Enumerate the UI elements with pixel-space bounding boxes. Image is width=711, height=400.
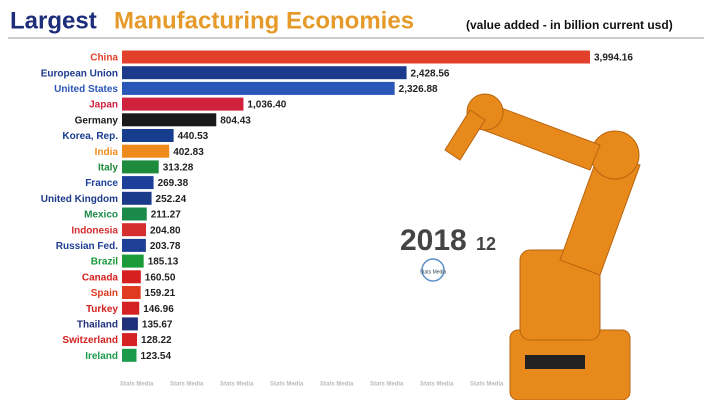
logo-text: Stats Media [420, 269, 447, 275]
category-label: Italy [98, 163, 118, 174]
value-label: 2,428.56 [411, 68, 450, 79]
category-label: United Kingdom [41, 194, 118, 205]
value-label: 185.13 [148, 257, 179, 268]
category-label: Brazil [91, 257, 118, 268]
value-label: 269.38 [158, 178, 189, 189]
category-label: Turkey [86, 304, 118, 315]
bar [122, 113, 217, 127]
bar [122, 348, 137, 362]
bar [122, 144, 170, 158]
bar [122, 254, 144, 268]
date-year: 2018 [400, 224, 467, 257]
watermark: Stats Media [370, 382, 404, 388]
value-label: 2,326.88 [399, 84, 438, 95]
value-label: 211.27 [151, 210, 181, 221]
bar [122, 97, 244, 111]
value-label: 440.53 [178, 131, 209, 142]
category-label: Mexico [84, 210, 118, 221]
logo [421, 258, 445, 282]
value-label: 1,036.40 [247, 100, 286, 111]
value-label: 3,994.16 [594, 53, 633, 64]
category-label: Japan [89, 100, 118, 111]
bar [122, 176, 154, 190]
category-label: Ireland [85, 351, 118, 362]
bar [122, 129, 174, 142]
category-label: Thailand [77, 320, 118, 331]
category-label: India [95, 147, 119, 158]
value-label: 402.83 [173, 147, 204, 158]
category-label: Spain [91, 288, 118, 299]
bar [122, 191, 152, 205]
watermark: Stats Media [420, 382, 454, 388]
bar [122, 270, 141, 284]
bar [122, 81, 395, 95]
bar [122, 301, 140, 315]
watermark: Stats Media [170, 382, 204, 388]
value-label: 203.78 [150, 241, 181, 252]
value-label: 804.43 [220, 115, 251, 126]
category-label: Russian Fed. [56, 241, 118, 252]
bar [122, 50, 590, 64]
bar [122, 160, 159, 174]
bar [122, 286, 141, 299]
category-label: United States [54, 84, 118, 95]
watermark: Stats Media [220, 382, 254, 388]
category-label: Indonesia [71, 225, 118, 236]
category-label: European Union [41, 68, 118, 79]
value-label: 135.67 [142, 320, 173, 331]
bar [122, 317, 138, 331]
watermark: Stats Media [270, 382, 304, 388]
watermark: Stats Media [120, 382, 154, 388]
category-label: Germany [75, 115, 119, 126]
robot [444, 93, 641, 400]
value-label: 159.21 [145, 288, 176, 299]
watermark: Stats Media [470, 382, 504, 388]
bar [122, 66, 407, 80]
subtitle: (value added - in billion current usd) [466, 18, 673, 32]
category-label: Korea, Rep. [62, 131, 118, 142]
value-label: 123.54 [140, 351, 171, 362]
value-label: 160.50 [145, 272, 176, 283]
value-label: 313.28 [163, 163, 194, 174]
value-label: 146.96 [143, 304, 174, 315]
watermark: Stats Media [320, 382, 354, 388]
value-label: 128.22 [141, 335, 172, 346]
chart-title-highlight: Manufacturing Economies [114, 7, 414, 34]
category-label: Canada [82, 272, 119, 283]
bar [122, 238, 146, 252]
value-label: 252.24 [156, 194, 187, 205]
chart-title: Largest [10, 7, 97, 34]
category-label: Switzerland [62, 335, 118, 346]
bar [122, 207, 147, 221]
value-label: 204.80 [150, 225, 181, 236]
bar [122, 333, 138, 347]
category-label: France [85, 178, 118, 189]
category-label: China [90, 53, 118, 64]
date-month: 12 [476, 234, 496, 254]
bar [122, 223, 146, 237]
